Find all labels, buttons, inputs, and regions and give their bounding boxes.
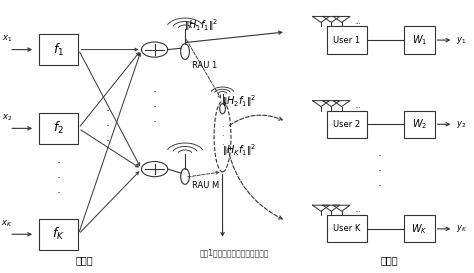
Text: ...: ... bbox=[354, 19, 361, 25]
Text: User K: User K bbox=[333, 224, 360, 233]
Text: ·
·
·: · · · bbox=[106, 105, 109, 149]
Text: RAU M: RAU M bbox=[192, 181, 219, 190]
Text: $\left\|H_2f_1\right\|^2$: $\left\|H_2f_1\right\|^2$ bbox=[222, 94, 256, 109]
Ellipse shape bbox=[181, 169, 190, 184]
Text: User 1: User 1 bbox=[333, 35, 360, 44]
Bar bbox=[327, 26, 367, 54]
Text: 发送端: 发送端 bbox=[75, 256, 93, 266]
Text: ·
·
·: · · · bbox=[56, 157, 61, 200]
Bar bbox=[38, 34, 78, 65]
Circle shape bbox=[141, 162, 168, 177]
Text: $f_2$: $f_2$ bbox=[53, 120, 64, 136]
Text: ·
·
·: · · · bbox=[153, 87, 156, 129]
Text: ...: ... bbox=[354, 207, 361, 213]
Text: $y_K$: $y_K$ bbox=[456, 223, 467, 234]
Text: $f_1$: $f_1$ bbox=[53, 41, 64, 58]
Text: $x_2$: $x_2$ bbox=[2, 112, 12, 123]
Text: ·
·
·: · · · bbox=[378, 150, 382, 193]
Text: $W_2$: $W_2$ bbox=[412, 117, 427, 131]
Ellipse shape bbox=[214, 101, 231, 172]
Ellipse shape bbox=[219, 104, 225, 114]
Text: User 2: User 2 bbox=[333, 120, 360, 129]
Text: 用户1泄露给其他用户的干扰信息: 用户1泄露给其他用户的干扰信息 bbox=[200, 248, 269, 257]
Bar bbox=[38, 219, 78, 250]
Bar bbox=[38, 113, 78, 144]
Text: $y_1$: $y_1$ bbox=[456, 35, 466, 46]
Text: $\left\|H_Kf_1\right\|^2$: $\left\|H_Kf_1\right\|^2$ bbox=[222, 143, 256, 158]
Text: $W_K$: $W_K$ bbox=[411, 222, 428, 236]
Bar bbox=[404, 111, 435, 138]
Text: RAU 1: RAU 1 bbox=[192, 61, 217, 70]
Text: $y_2$: $y_2$ bbox=[456, 119, 466, 130]
Text: ...: ... bbox=[354, 103, 361, 109]
Bar bbox=[327, 111, 367, 138]
Text: $f_K$: $f_K$ bbox=[52, 226, 65, 242]
Bar bbox=[404, 215, 435, 242]
Text: $x_K$: $x_K$ bbox=[1, 218, 13, 229]
Text: 接收端: 接收端 bbox=[380, 256, 398, 266]
Bar bbox=[327, 215, 367, 242]
Text: $W_1$: $W_1$ bbox=[412, 33, 427, 47]
Text: $x_1$: $x_1$ bbox=[2, 34, 12, 44]
Text: $\left\|H_1f_1\right\|^2$: $\left\|H_1f_1\right\|^2$ bbox=[184, 18, 219, 33]
Bar bbox=[404, 26, 435, 54]
Ellipse shape bbox=[181, 44, 190, 60]
Text: ·
·
·: · · · bbox=[221, 123, 224, 150]
Circle shape bbox=[141, 42, 168, 57]
